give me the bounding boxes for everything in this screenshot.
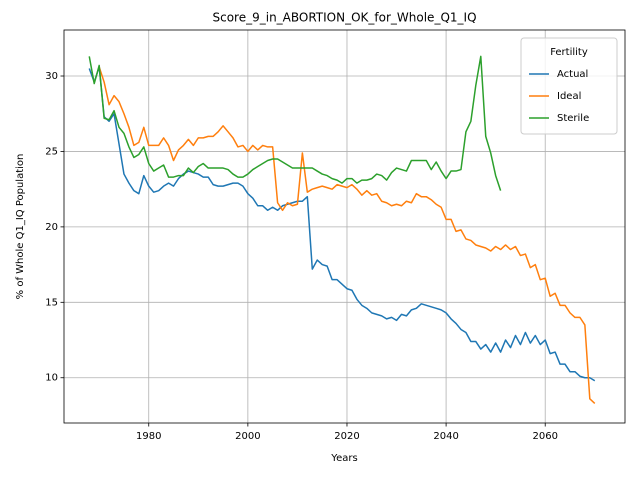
- line-series: [98, 66, 596, 404]
- legend-box: [520, 37, 618, 135]
- legend-label: Ideal: [557, 91, 581, 102]
- legend-title: Fertility: [550, 47, 588, 58]
- legend: Fertility Actual Ideal Sterile: [520, 37, 618, 135]
- x-tick-label: 2040: [433, 431, 458, 442]
- line-series: [88, 66, 596, 382]
- y-tick-label: 20: [45, 222, 58, 233]
- x-tick-label: 2060: [532, 431, 557, 442]
- legend-label: Actual: [557, 69, 588, 80]
- plot-frame: [63, 29, 626, 424]
- y-tick-label: 15: [45, 297, 58, 308]
- x-tick-label: 1980: [136, 431, 161, 442]
- x-tick-label: 2000: [235, 431, 260, 442]
- chart-title: Score_9_in_ABORTION_OK_for_Whole_Q1_IQ: [212, 11, 476, 25]
- y-tick-label: 30: [45, 71, 58, 82]
- y-tick-label: 10: [45, 373, 58, 384]
- x-tick-label: 2020: [334, 431, 359, 442]
- legend-label: Sterile: [557, 113, 589, 124]
- line-series: [88, 55, 502, 191]
- y-tick-label: 25: [45, 146, 58, 157]
- y-axis-label: % of Whole Q1_IQ Population: [15, 154, 26, 300]
- x-axis-label: Years: [330, 453, 357, 464]
